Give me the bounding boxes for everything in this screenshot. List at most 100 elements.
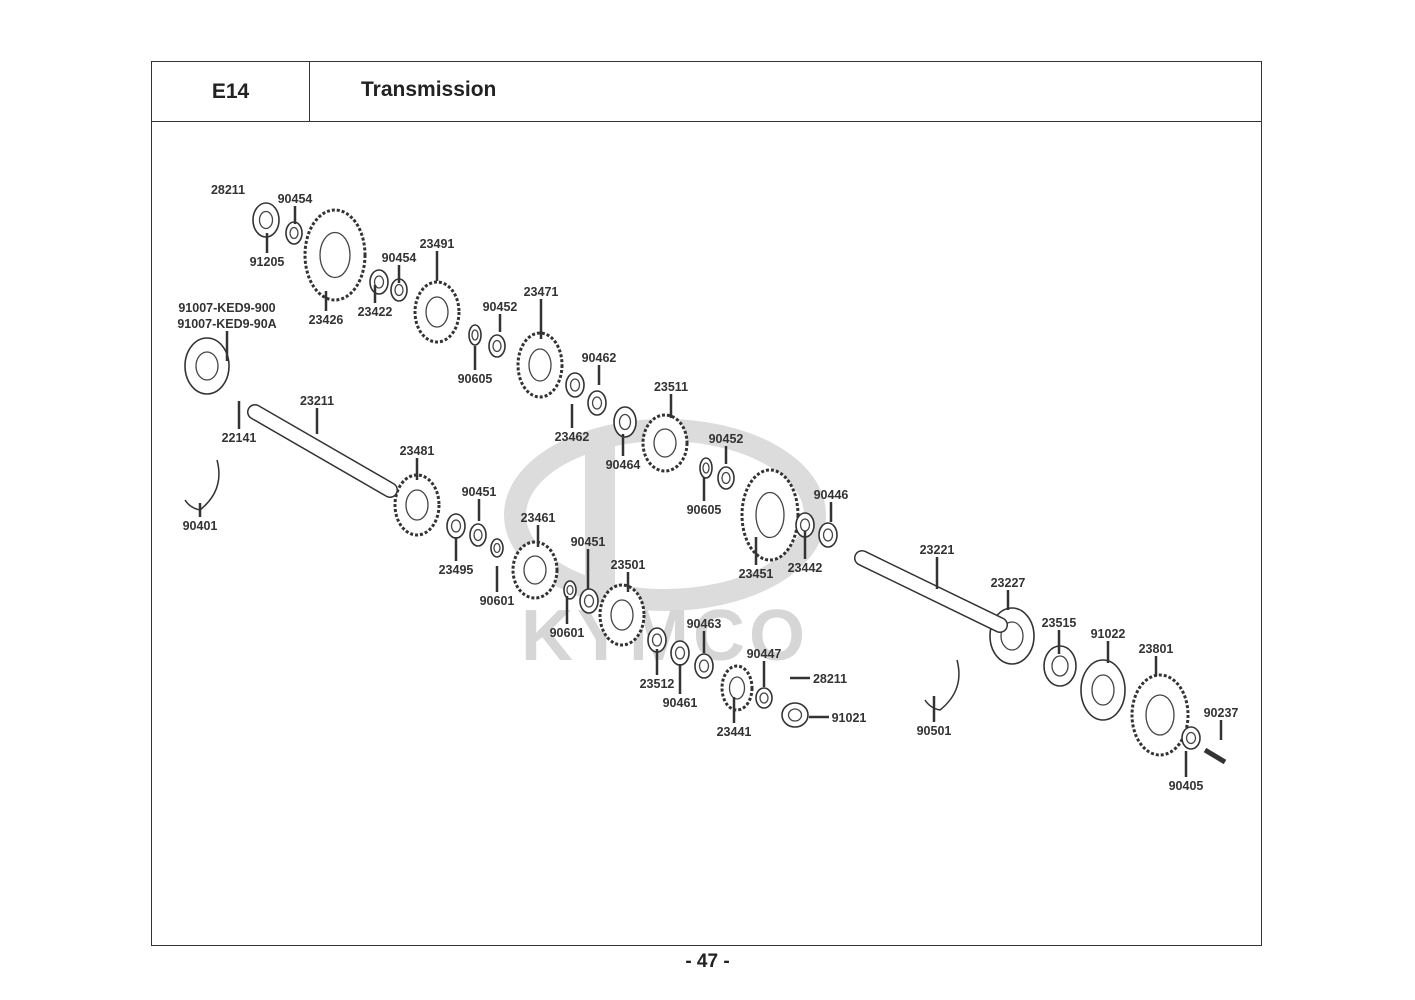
part-number-label[interactable]: 90452	[709, 432, 744, 446]
part-callout[interactable]: 91007-KED9-90A	[177, 317, 277, 361]
part-drawing	[587, 390, 607, 416]
part-callout[interactable]: 23441	[717, 697, 752, 739]
part-number-label[interactable]: 23426	[309, 313, 344, 327]
part-number-label[interactable]: 28211	[211, 183, 245, 197]
part-number-label[interactable]: 23491	[420, 237, 455, 251]
part-callout[interactable]: 90452	[483, 300, 518, 332]
part-number-label[interactable]: 23801	[1139, 642, 1174, 656]
part-number-label[interactable]: 90462	[582, 351, 617, 365]
part-number-label[interactable]: 28211	[813, 672, 847, 686]
part-callout[interactable]: 23481	[400, 444, 435, 480]
part-callout[interactable]: 23495	[439, 537, 474, 577]
part-callout[interactable]: 23512	[640, 649, 675, 691]
part-callout[interactable]: 90462	[582, 351, 617, 385]
part-number-label[interactable]: 91007-KED9-90A	[177, 317, 276, 331]
part-callout[interactable]: 23451	[739, 537, 774, 581]
part-number-label[interactable]: 23451	[739, 567, 774, 581]
shaft-body	[855, 551, 1007, 632]
part-callout[interactable]: 23426	[309, 291, 344, 327]
part-callout[interactable]: 90605	[458, 346, 493, 386]
part-callout[interactable]: 23471	[524, 285, 559, 339]
part-number-label[interactable]: 91007-KED9-900	[178, 301, 275, 315]
part-number-label[interactable]: 90454	[382, 251, 417, 265]
part-callout[interactable]: 90451	[462, 485, 497, 521]
part-number-label[interactable]: 90461	[663, 696, 698, 710]
part-callout[interactable]: 23221	[920, 543, 955, 589]
part-callout[interactable]: 91021	[809, 711, 866, 725]
part-number-label[interactable]: 90451	[571, 535, 606, 549]
part-number-label[interactable]: 23511	[654, 380, 688, 394]
part-number-label[interactable]: 23512	[640, 677, 675, 691]
part-number-label[interactable]: 90452	[483, 300, 518, 314]
part-number-label[interactable]: 91205	[250, 255, 285, 269]
part-callout[interactable]: 28211	[790, 672, 847, 686]
part-number-label[interactable]: 90237	[1204, 706, 1239, 720]
part-callout[interactable]: 90501	[917, 696, 952, 738]
part-callout[interactable]: 23422	[358, 285, 393, 319]
part-number-label[interactable]: 23221	[920, 543, 955, 557]
part-number-label[interactable]: 23442	[788, 561, 823, 575]
part-callout[interactable]: 23461	[521, 511, 556, 547]
part-number-label[interactable]: 90463	[687, 617, 722, 631]
part-number-label[interactable]: 90401	[183, 519, 218, 533]
part-number-label[interactable]: 91022	[1091, 627, 1126, 641]
part-callout[interactable]: 90451	[571, 535, 606, 589]
part-callout[interactable]: 90237	[1204, 706, 1239, 740]
part-callout[interactable]: 23211	[300, 394, 334, 434]
part-callout[interactable]: 90446	[814, 488, 849, 522]
part-callout[interactable]: 23227	[991, 576, 1026, 610]
part-callout[interactable]: 90463	[687, 617, 722, 653]
part-callout[interactable]: 23501	[611, 558, 646, 592]
part-callout[interactable]: 23801	[1139, 642, 1174, 676]
part-number-label[interactable]: 90501	[917, 724, 952, 738]
part-number-label[interactable]: 23441	[717, 725, 752, 739]
part-callout[interactable]: 23462	[555, 404, 590, 444]
part-number-label[interactable]: 90601	[550, 626, 585, 640]
part-drawing	[393, 473, 441, 537]
part-callout[interactable]: 23515	[1042, 616, 1077, 654]
part-number-label[interactable]: 23422	[358, 305, 393, 319]
part-number-label[interactable]: 90601	[480, 594, 515, 608]
part-number-label[interactable]: 90464	[606, 458, 641, 472]
part-callout[interactable]: 23442	[788, 531, 823, 575]
part-callout[interactable]: 28211	[211, 183, 245, 197]
part-number-label[interactable]: 90454	[278, 192, 313, 206]
part-callout[interactable]: 91022	[1091, 627, 1126, 663]
part-number-label[interactable]: 22141	[222, 431, 257, 445]
part-callout[interactable]: 23491	[420, 237, 455, 281]
part-callout[interactable]: 23511	[654, 380, 688, 418]
part-drawing	[670, 640, 690, 666]
part-callout[interactable]: 90454	[278, 192, 313, 224]
part-number-label[interactable]: 23211	[300, 394, 334, 408]
part-number-label[interactable]: 23227	[991, 576, 1026, 590]
part-number-label[interactable]: 23515	[1042, 616, 1077, 630]
part-number-label[interactable]: 91021	[832, 711, 867, 725]
part-number-label[interactable]: 90405	[1169, 779, 1204, 793]
part-number-label[interactable]: 90605	[458, 372, 493, 386]
part-number-label[interactable]: 23495	[439, 563, 474, 577]
part-callout[interactable]: 90605	[687, 477, 722, 517]
part-number-label[interactable]: 23471	[524, 285, 559, 299]
part-callout[interactable]: 90452	[709, 432, 744, 464]
part-number-label[interactable]: 23462	[555, 430, 590, 444]
part-number-label[interactable]: 90451	[462, 485, 497, 499]
part-callout[interactable]: 90464	[606, 434, 641, 472]
part-number-label[interactable]: 23501	[611, 558, 646, 572]
part-callout[interactable]: 90401	[183, 503, 218, 533]
circlip	[184, 459, 220, 511]
part-number-label[interactable]: 90447	[747, 647, 782, 661]
part-callout[interactable]: 91007-KED9-900	[178, 301, 275, 315]
part-callout[interactable]: 90601	[550, 596, 585, 640]
part-number-label[interactable]: 90446	[814, 488, 849, 502]
part-callout[interactable]: 90601	[480, 566, 515, 608]
part-callout[interactable]: 90447	[747, 647, 782, 687]
part-callout[interactable]: 90405	[1169, 751, 1204, 793]
part-drawing	[1043, 645, 1077, 687]
part-callout[interactable]: 90461	[663, 664, 698, 710]
part-callout[interactable]: 90454	[382, 251, 417, 283]
part-number-label[interactable]: 23481	[400, 444, 435, 458]
part-number-label[interactable]: 23461	[521, 511, 556, 525]
part-callout[interactable]: 22141	[222, 401, 257, 445]
part-callout[interactable]: 91205	[250, 233, 285, 269]
part-number-label[interactable]: 90605	[687, 503, 722, 517]
